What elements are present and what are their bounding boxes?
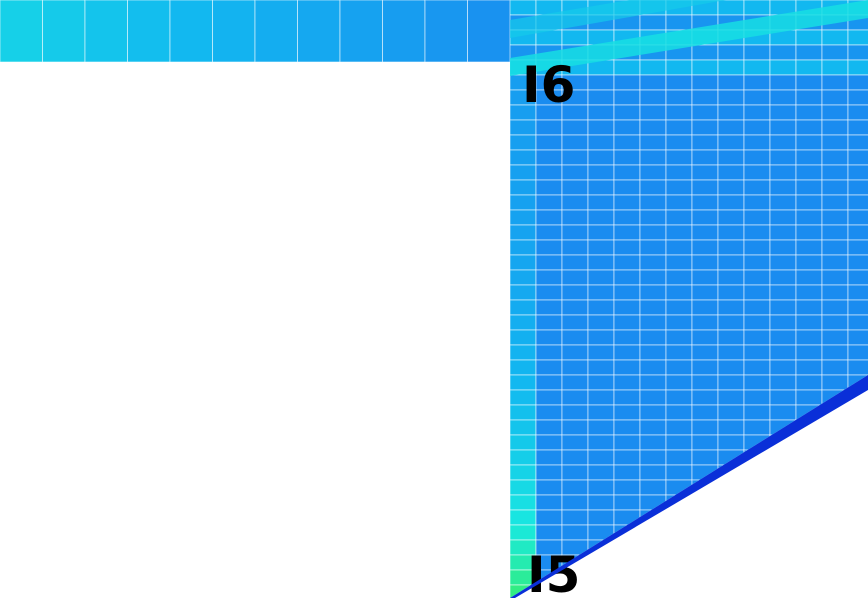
node-label-i6: I6 (522, 56, 575, 114)
plate-edge-strip (510, 375, 868, 598)
quarter-annulus-region (0, 0, 510, 598)
